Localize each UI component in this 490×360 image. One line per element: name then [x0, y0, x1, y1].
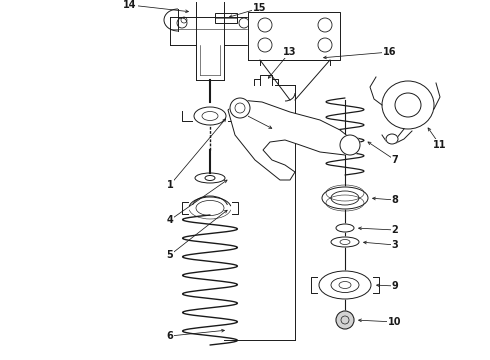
Text: 12: 12 — [233, 107, 247, 117]
Ellipse shape — [331, 237, 359, 247]
Text: 15: 15 — [253, 3, 267, 13]
Text: 16: 16 — [383, 47, 397, 57]
Polygon shape — [248, 12, 340, 60]
Ellipse shape — [386, 134, 398, 144]
Text: 5: 5 — [167, 250, 173, 260]
Ellipse shape — [382, 81, 434, 129]
Text: 1: 1 — [167, 180, 173, 190]
Text: 13: 13 — [283, 47, 297, 57]
Text: 6: 6 — [167, 331, 173, 341]
Text: 4: 4 — [167, 215, 173, 225]
Circle shape — [230, 98, 250, 118]
Ellipse shape — [336, 224, 354, 232]
Text: 3: 3 — [392, 240, 398, 250]
Text: 10: 10 — [388, 317, 402, 327]
Ellipse shape — [322, 187, 368, 209]
Text: 9: 9 — [392, 281, 398, 291]
Polygon shape — [228, 100, 355, 180]
Text: 2: 2 — [392, 225, 398, 235]
Ellipse shape — [194, 107, 226, 125]
Text: 8: 8 — [392, 195, 398, 205]
Text: 11: 11 — [433, 140, 447, 150]
Ellipse shape — [319, 271, 371, 299]
Bar — [215, 13, 237, 23]
Text: 7: 7 — [392, 155, 398, 165]
Circle shape — [340, 135, 360, 155]
Circle shape — [336, 311, 354, 329]
Ellipse shape — [195, 173, 225, 183]
Text: 14: 14 — [123, 0, 137, 10]
